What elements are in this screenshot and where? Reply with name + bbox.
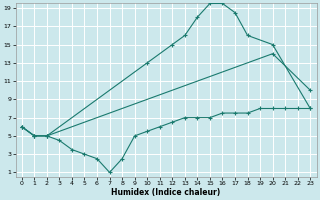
X-axis label: Humidex (Indice chaleur): Humidex (Indice chaleur) (111, 188, 221, 197)
